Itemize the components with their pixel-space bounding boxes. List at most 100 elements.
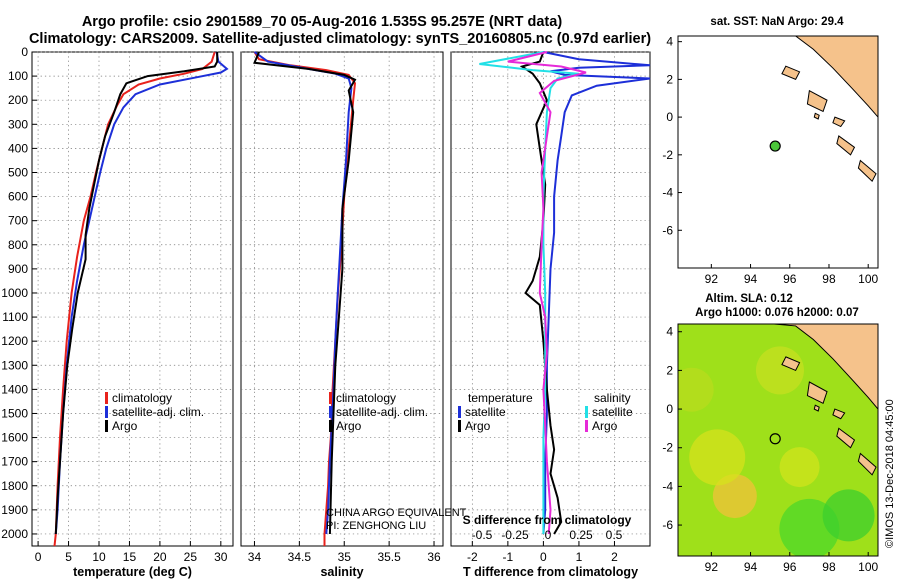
legend-label: Argo — [465, 419, 491, 433]
map-y-tick-label: -4 — [662, 186, 673, 200]
sla-patch — [678, 367, 714, 412]
float-position-marker — [769, 433, 781, 445]
map-content — [678, 324, 878, 556]
y-tick-label: 100 — [8, 69, 28, 83]
plot-frame — [240, 51, 444, 547]
x-tick-label: 36 — [427, 550, 441, 564]
y-tick-label: 1300 — [1, 358, 28, 372]
series-line-argo — [54, 52, 219, 535]
map-y-tick-label: 0 — [666, 110, 673, 124]
x-tick-label: 34 — [248, 550, 262, 564]
y-tick-label: 800 — [8, 238, 28, 252]
map-bottom-title-2: Argo h1000: 0.076 h2000: 0.07 — [695, 307, 859, 319]
s-tick-label: -0.25 — [501, 528, 529, 542]
legend-label: Argo — [592, 419, 618, 433]
y-tick-label: 400 — [8, 141, 28, 155]
legend-header-temperature: temperature — [468, 391, 533, 405]
y-tick-label: 1700 — [1, 455, 28, 469]
x-tick-label: 0 — [35, 550, 42, 564]
x-tick-label: 2 — [611, 550, 618, 564]
map-x-tick-label: 100 — [858, 272, 878, 286]
x-axis-label: T difference from climatology — [463, 565, 638, 579]
s-tick-label: 0.5 — [606, 528, 623, 542]
land-sumatra — [789, 36, 878, 120]
y-tick-label: 2000 — [1, 527, 28, 541]
x-tick-label: 20 — [153, 550, 167, 564]
legend-swatch — [105, 420, 108, 432]
land-island — [857, 452, 877, 476]
legend-swatch — [329, 406, 332, 418]
y-tick-label: 500 — [8, 165, 28, 179]
sla-patch — [755, 346, 804, 395]
land-island — [813, 112, 820, 120]
land-island — [857, 159, 877, 183]
y-tick-label: 1000 — [1, 286, 28, 300]
y-tick-label: 1500 — [1, 406, 28, 420]
map-y-tick-label: 2 — [666, 363, 673, 377]
sla-patch — [689, 429, 746, 486]
y-tick-label: 1800 — [1, 479, 28, 493]
map-x-tick-label: 96 — [783, 272, 797, 286]
x-tick-label: -2 — [467, 550, 478, 564]
x-tick-label: 35 — [338, 550, 352, 564]
x-tick-label: 0 — [540, 550, 547, 564]
legend-swatch — [105, 392, 108, 404]
y-tick-label: 1600 — [1, 431, 28, 445]
map-frame — [677, 323, 879, 557]
map-bottom-title-1: Altim. SLA: 0.12 — [705, 293, 793, 305]
map-y-tick-label: -2 — [662, 148, 673, 162]
x-tick-label: 10 — [92, 550, 106, 564]
map-x-tick-label: 94 — [744, 272, 758, 286]
map-y-tick-label: -4 — [662, 479, 673, 493]
legend-label: climatology — [112, 391, 172, 405]
land-island — [781, 356, 801, 372]
map-x-tick-label: 94 — [744, 560, 758, 574]
legend-swatch — [585, 420, 588, 432]
map-x-tick-label: 96 — [783, 560, 797, 574]
map-y-tick-label: 4 — [666, 325, 673, 339]
land-island — [832, 408, 846, 420]
legend-label: satellite — [592, 405, 633, 419]
map-top-title: sat. SST: NaN Argo: 29.4 — [710, 16, 844, 28]
land-sumatra — [774, 324, 878, 412]
map-y-tick-label: -6 — [662, 518, 673, 532]
y-tick-label: 1900 — [1, 503, 28, 517]
legend-swatch — [329, 420, 332, 432]
legend-header-salinity: salinity — [594, 391, 631, 405]
legend-swatch — [329, 392, 332, 404]
sla-patch — [822, 489, 875, 542]
legend-swatch — [458, 406, 461, 418]
s-tick-label: 0.25 — [569, 528, 593, 542]
legend-label: climatology — [336, 391, 396, 405]
series-line-s-argo — [507, 51, 587, 535]
map-y-tick-label: 4 — [666, 35, 673, 49]
x-tick-label: 35.5 — [377, 550, 401, 564]
y-tick-label: 200 — [8, 93, 28, 107]
land-island — [813, 404, 820, 412]
map-y-tick-label: 0 — [666, 402, 673, 416]
map-y-tick-label: -2 — [662, 441, 673, 455]
land-island — [781, 65, 801, 81]
plot-frame — [450, 51, 651, 547]
legend-swatch — [458, 420, 461, 432]
map-x-tick-label: 98 — [822, 560, 836, 574]
y-tick-label: 1200 — [1, 334, 28, 348]
x-tick-label: 30 — [214, 550, 228, 564]
map-frame — [677, 35, 879, 269]
y-tick-label: 1100 — [2, 310, 28, 324]
sla-patch — [712, 474, 757, 519]
series-line-argo — [253, 51, 357, 535]
legend-label: satellite-adj. clim. — [112, 405, 204, 419]
x-tick-label: 1 — [576, 550, 583, 564]
salinity-panel: 34 34.5 35 35.5 36 salinity climatologysatelli… — [240, 51, 444, 579]
land-island — [836, 427, 856, 449]
x-axis-label: temperature (deg C) — [73, 565, 192, 579]
x-tick-label: 15 — [123, 550, 137, 564]
map-y-tick-label: -6 — [662, 223, 673, 237]
map-x-tick-label: 92 — [705, 272, 719, 286]
legend-label: satellite-adj. clim. — [336, 405, 428, 419]
title-line-1: Argo profile: csio 2901589_70 05-Aug-201… — [82, 14, 562, 30]
land-island — [832, 116, 846, 128]
map-bottom: 92 94 96 98 100 4 2 0 -2 -4 -6 — [662, 323, 879, 574]
